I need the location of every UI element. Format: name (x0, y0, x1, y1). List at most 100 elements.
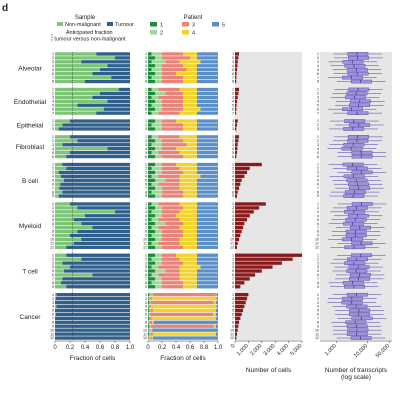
row-number: 3 (317, 171, 319, 175)
box (346, 67, 368, 72)
bar-patient-1 (148, 277, 155, 281)
row-number: 1 (145, 119, 147, 123)
bar-patient-4 (183, 281, 197, 285)
bar-patient-1 (148, 265, 152, 269)
box (344, 284, 366, 289)
bar-tumour (55, 332, 130, 336)
bar-cell-count (235, 52, 240, 56)
bar-cell-count (235, 68, 238, 72)
bar-tumour (118, 87, 130, 92)
bar-patient-3 (165, 269, 180, 273)
x-tick-label: 0.6 (186, 345, 195, 351)
bar-cell-count (235, 296, 248, 301)
bar-cell-count (235, 147, 238, 151)
row-number: 9 (232, 324, 234, 328)
row-number: 5 (317, 68, 319, 72)
bar-tumour (107, 99, 130, 103)
bar-patient-2 (148, 336, 151, 340)
bar-tumour (66, 166, 130, 171)
bar-patient-1 (148, 143, 152, 147)
bar-non-malignant (55, 225, 93, 230)
bar-non-malignant (55, 265, 70, 269)
bar-tumour (111, 75, 130, 80)
row-number: 3 (317, 127, 319, 131)
bar-patient-4 (183, 261, 197, 265)
box (344, 210, 366, 214)
bar-patient-5 (216, 293, 218, 297)
bar-cell-count (235, 328, 238, 332)
row-number: 4 (52, 265, 54, 269)
row-number: 1 (145, 52, 147, 56)
row-number: 12 (50, 336, 54, 340)
bar-patient-3 (162, 56, 190, 60)
row-number: 6 (317, 72, 319, 76)
bar-patient-1 (148, 79, 155, 84)
row-number: 9 (232, 234, 234, 238)
bar-tumour (62, 123, 130, 127)
box (351, 316, 373, 321)
bar-patient-4 (179, 218, 197, 222)
bar-tumour (70, 119, 130, 123)
bar-patient-1 (148, 111, 152, 115)
bar-cell-count (235, 261, 282, 265)
bar-non-malignant (55, 186, 60, 190)
row-number: 8 (52, 80, 54, 84)
bar-tumour (81, 60, 130, 64)
row-number: 8 (145, 190, 147, 194)
box (346, 269, 368, 273)
bar-patient-3 (162, 154, 183, 159)
bar-patient-2 (155, 119, 162, 123)
bar-non-malignant (55, 253, 67, 257)
bar-non-malignant (55, 202, 70, 206)
box (347, 214, 369, 218)
row-number: 1 (52, 119, 54, 123)
legend-label-non-malignant: Non-malignant (65, 22, 101, 28)
bar-patient-1 (148, 281, 152, 285)
bar-patient-3 (162, 127, 183, 131)
row-number: 7 (232, 317, 234, 321)
bar-tumour (77, 103, 130, 107)
row-number: 4 (317, 99, 319, 103)
legend-label-tumour: Tumour (115, 22, 134, 28)
bar-non-malignant (55, 190, 63, 194)
row-number: 3 (52, 96, 54, 100)
row-number: 6 (52, 72, 54, 76)
row-number: 4 (52, 99, 54, 103)
bar-patient-4 (183, 64, 197, 68)
bar-non-malignant (55, 75, 112, 80)
row-number: 8 (317, 281, 319, 285)
box (342, 162, 364, 167)
box (349, 273, 371, 277)
row-number: 6 (232, 72, 234, 76)
bar-non-malignant (55, 87, 119, 92)
bar-patient-2 (148, 328, 150, 332)
row-number: 3 (145, 301, 147, 305)
box (345, 233, 367, 238)
row-number: 2 (232, 206, 234, 210)
row-number: 2 (317, 167, 319, 171)
bar-patient-3 (162, 79, 183, 84)
row-number: 7 (145, 317, 147, 321)
bar-patient-2 (155, 139, 162, 143)
bar-patient-5 (197, 154, 218, 159)
row-number: 6 (145, 313, 147, 317)
bar-patient-1 (148, 269, 155, 273)
row-number: 2 (232, 56, 234, 60)
bar-cell-count (235, 111, 237, 115)
row-number: 2 (145, 56, 147, 60)
bar-cell-count (235, 154, 237, 159)
x-axis-title: (log scale) (341, 374, 371, 381)
box (342, 60, 364, 64)
legend-swatch-patient-3 (182, 22, 189, 27)
row-number: 6 (145, 107, 147, 111)
box (349, 308, 371, 313)
bar-cell-count (235, 174, 245, 179)
bar-patient-4 (179, 186, 197, 190)
row-number: 3 (232, 60, 234, 64)
bar-patient-1 (148, 52, 152, 56)
bar-patient-1 (148, 182, 152, 186)
bar-non-malignant (55, 174, 61, 179)
bar-patient-5 (197, 225, 218, 230)
bar-patient-4 (183, 229, 197, 234)
x-tick-label: 50,000 (375, 343, 391, 359)
